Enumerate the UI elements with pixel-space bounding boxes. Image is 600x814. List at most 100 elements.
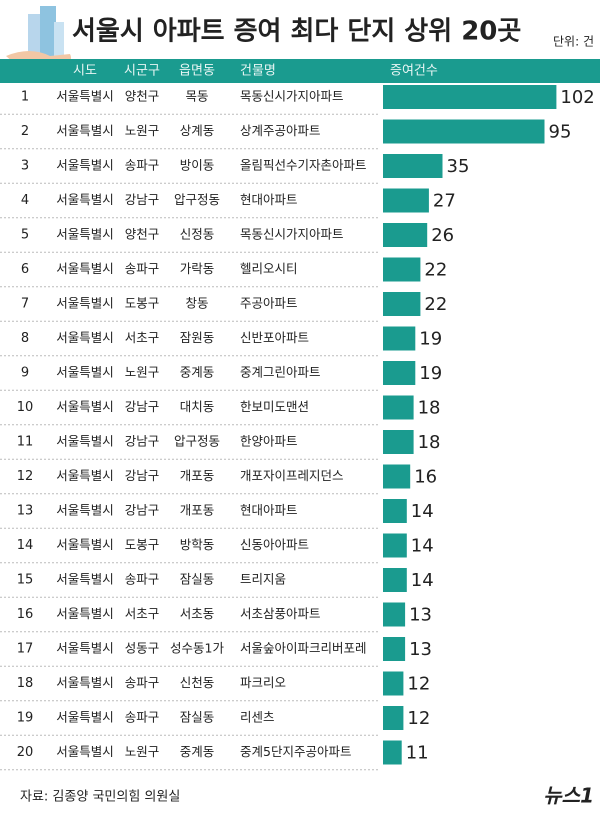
cell: 중계그린아파트 <box>240 365 321 380</box>
value-label: 26 <box>431 225 454 246</box>
cell: 강남구 <box>125 192 160 207</box>
value-label: 16 <box>414 467 437 488</box>
cell: 서울특별시 <box>56 158 114 173</box>
rank: 2 <box>21 124 29 139</box>
value-label: 22 <box>424 294 447 315</box>
cell: 헬리오시티 <box>240 261 298 276</box>
cell: 강남구 <box>125 503 160 518</box>
cell: 양천구 <box>125 227 160 242</box>
bar <box>383 430 414 454</box>
cell: 서초구 <box>125 330 160 345</box>
source: 자료: 김종양 국민의힘 의원실 <box>20 790 180 805</box>
value-label: 95 <box>549 122 572 143</box>
header-band <box>0 59 600 83</box>
cell: 서울특별시 <box>56 537 114 552</box>
cell: 한양아파트 <box>240 434 298 449</box>
value-label: 35 <box>447 156 470 177</box>
logo: 뉴스1 <box>543 784 594 808</box>
cell: 노원구 <box>125 744 160 759</box>
cell: 송파구 <box>125 261 160 276</box>
rank: 8 <box>21 331 29 346</box>
cell: 서울특별시 <box>56 675 114 690</box>
rank: 4 <box>21 193 29 208</box>
bar <box>383 499 407 523</box>
cell: 양천구 <box>125 89 160 104</box>
cell: 대치동 <box>180 399 215 414</box>
column-header: 시군구 <box>124 64 160 79</box>
cell: 주공아파트 <box>240 296 298 311</box>
bar <box>383 326 416 351</box>
bar <box>383 740 402 765</box>
cell: 압구정동 <box>174 192 220 207</box>
rank: 10 <box>17 400 34 415</box>
value-label: 27 <box>433 191 456 212</box>
cell: 잠실동 <box>180 710 215 725</box>
bar <box>383 223 428 247</box>
cell: 서울숲아이파크리버포레 <box>240 641 367 656</box>
cell: 파크리오 <box>240 675 286 690</box>
cell: 잠실동 <box>180 572 215 587</box>
cell: 신천동 <box>180 675 215 690</box>
cell: 방학동 <box>180 537 215 552</box>
cell: 도봉구 <box>125 537 160 552</box>
rank: 9 <box>21 366 29 381</box>
bar <box>383 85 557 109</box>
cell: 노원구 <box>125 365 160 380</box>
cell: 방이동 <box>180 158 215 173</box>
cell: 강남구 <box>125 468 160 483</box>
cell: 압구정동 <box>174 434 220 449</box>
cell: 서울특별시 <box>56 192 114 207</box>
cell: 서울특별시 <box>56 365 114 380</box>
rank: 3 <box>21 159 29 174</box>
cell: 목동신시가지아파트 <box>240 227 344 242</box>
value-label: 18 <box>418 398 441 419</box>
cell: 현대아파트 <box>240 503 298 518</box>
bar <box>383 395 414 420</box>
value-label: 19 <box>419 363 442 384</box>
bar <box>383 671 404 696</box>
cell: 올림픽선수기자촌아파트 <box>240 158 367 173</box>
cell: 개포동 <box>180 503 215 518</box>
cell: 상계동 <box>180 123 215 138</box>
cell: 서울특별시 <box>56 89 114 104</box>
unit: 단위: 건 <box>553 35 594 49</box>
rank: 13 <box>17 504 34 519</box>
rank: 20 <box>17 745 34 760</box>
cell: 서울특별시 <box>56 744 114 759</box>
column-header: 증여건수 <box>390 64 438 79</box>
bar <box>383 257 421 282</box>
cell: 서울특별시 <box>56 572 114 587</box>
rank: 12 <box>17 469 34 484</box>
bar <box>383 361 416 385</box>
cell: 성수동1가 <box>170 641 224 656</box>
cell: 서울특별시 <box>56 227 114 242</box>
cell: 트리지움 <box>240 572 286 587</box>
cell: 신반포아파트 <box>240 330 309 345</box>
cell: 노원구 <box>125 123 160 138</box>
cell: 서울특별시 <box>56 123 114 138</box>
cell: 중계동 <box>180 365 215 380</box>
cell: 중계동 <box>180 744 215 759</box>
chart-title: 서울시 아파트 증여 최다 단지 상위 20곳 <box>72 17 521 47</box>
cell: 현대아파트 <box>240 192 298 207</box>
cell: 신정동 <box>180 227 215 242</box>
cell: 리센츠 <box>240 710 275 725</box>
cell: 창동 <box>185 296 208 311</box>
bar <box>383 568 407 592</box>
value-label: 12 <box>407 708 430 729</box>
rank: 5 <box>21 228 29 243</box>
cell: 목동 <box>185 89 208 104</box>
cell: 가락동 <box>180 261 215 276</box>
cell: 서울특별시 <box>56 606 114 621</box>
value-label: 18 <box>418 432 441 453</box>
rank: 11 <box>17 435 34 450</box>
bar <box>383 464 411 489</box>
value-label: 12 <box>407 674 430 695</box>
rank: 18 <box>17 676 34 691</box>
cell: 중계5단지주공아파트 <box>240 744 351 759</box>
cell: 성동구 <box>125 641 160 656</box>
cell: 서울특별시 <box>56 503 114 518</box>
cell: 서울특별시 <box>56 261 114 276</box>
icon <box>6 6 71 68</box>
